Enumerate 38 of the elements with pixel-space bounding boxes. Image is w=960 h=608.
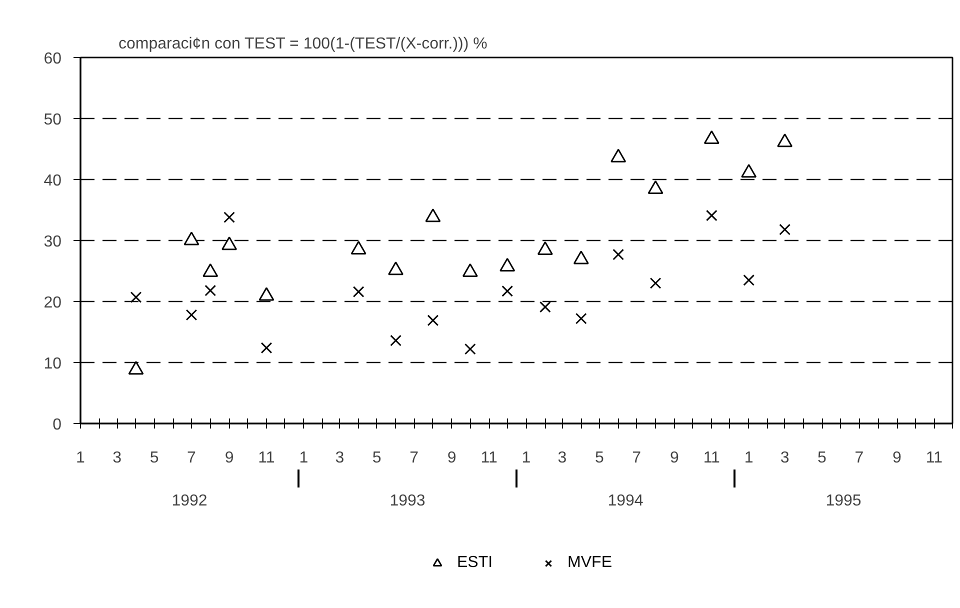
x-tick-label: 7 xyxy=(854,450,864,466)
text: 1992 xyxy=(172,492,208,510)
y-tick-label: 30 xyxy=(44,234,62,250)
x-tick-label: 7 xyxy=(187,450,196,466)
x-tick-label: 5 xyxy=(372,450,382,466)
x-tick-label: 11 xyxy=(703,450,720,466)
y-tick-label: 50 xyxy=(44,112,62,128)
y-tick-label: 0 xyxy=(52,416,62,434)
x-tick-label: 11 xyxy=(926,450,943,466)
x-tick-label: 5 xyxy=(150,450,159,466)
legend-label: MVFE xyxy=(568,554,612,572)
text: 1993 xyxy=(390,492,426,510)
x-tick-label: 9 xyxy=(224,450,234,466)
x-tick-label: 1 xyxy=(744,450,754,466)
x-tick-label: 5 xyxy=(818,450,827,466)
chart-title: comparaci¢n con TEST = 100(1-(TEST/(X-corr.))) % xyxy=(118,36,488,52)
x-tick-label: 5 xyxy=(594,450,604,466)
text: 1994 xyxy=(608,492,644,510)
x-tick-label: 3 xyxy=(780,450,790,466)
x-tick-label: 3 xyxy=(558,450,567,466)
x-tick-label: 1 xyxy=(299,450,308,466)
y-tick-label: 20 xyxy=(44,294,62,312)
x-tick-label: 1 xyxy=(76,450,86,466)
x-tick-label: 11 xyxy=(258,450,275,466)
legend-label: ESTI xyxy=(456,554,493,572)
x-tick-label: 9 xyxy=(892,450,902,466)
y-tick-label: 40 xyxy=(44,172,62,190)
x-tick-label: 11 xyxy=(480,450,498,466)
x-tick-label: 7 xyxy=(410,450,419,466)
x-tick-label: 7 xyxy=(632,450,642,466)
x-tick-label: 3 xyxy=(112,450,122,466)
y-tick-label: 10 xyxy=(44,356,62,372)
x-tick-label: 1 xyxy=(522,450,531,466)
x-tick-label: 9 xyxy=(447,450,456,466)
x-tick-label: 9 xyxy=(670,450,679,466)
y-tick-label: 60 xyxy=(44,50,62,68)
text: 1995 xyxy=(826,492,862,510)
x-tick-label: 3 xyxy=(335,450,344,466)
